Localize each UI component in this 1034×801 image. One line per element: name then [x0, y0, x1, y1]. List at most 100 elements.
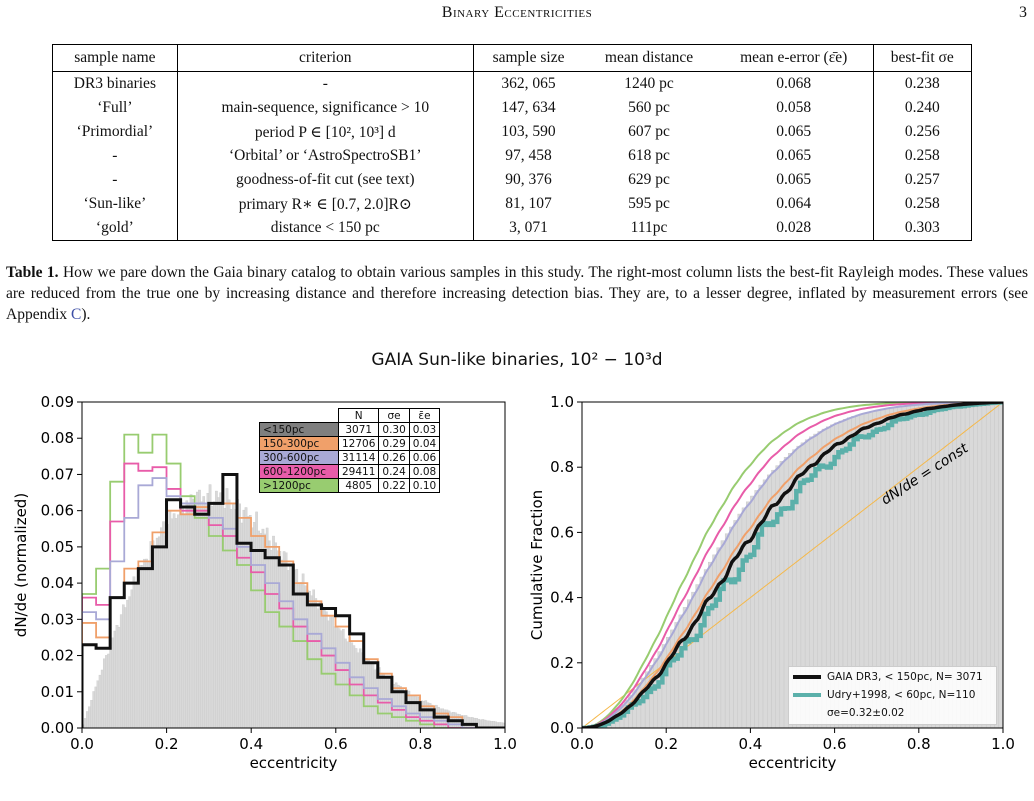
table-cell: 0.240: [873, 96, 972, 120]
hist-series-p150_300: [82, 502, 505, 728]
background-cumulative-bar: [741, 507, 747, 728]
cum-series-p300_600: [582, 402, 1003, 728]
legend-cell: 0.03: [408, 422, 441, 437]
table-cell: 0.064: [714, 192, 874, 216]
hist-y-tick-label: 0.08: [41, 429, 74, 447]
hist-y-tick-label: 0.04: [41, 574, 74, 592]
cum-y-tick-label: 0.6: [550, 523, 574, 541]
table-row: ‘Primordial’ period P ∈ [10², 10³] d 103…: [52, 120, 972, 144]
histogram-legend-table: N σe ε̄e <150pc 3071 0.30 0.03 150-300pc…: [259, 408, 441, 493]
table-row: ‘gold’ distance < 150 pc 3, 071 111pc 0.…: [52, 216, 972, 241]
table-cell: -: [52, 144, 178, 168]
table-header: mean distance: [583, 44, 715, 72]
background-cumulative-bar: [644, 671, 650, 728]
table-row: DR3 binaries - 362, 065 1240 pc 0.068 0.…: [52, 71, 972, 96]
hist-y-tick-label: 0.03: [41, 610, 74, 628]
table-cell: 0.258: [873, 144, 972, 168]
background-cumulative-bar: [678, 614, 684, 728]
hist-x-tick-label: 0.2: [155, 735, 179, 753]
table-cell: 0.303: [873, 216, 972, 241]
background-cumulative-bar: [687, 599, 692, 728]
cum-x-tick-label: 0.2: [654, 735, 678, 753]
table-cell: 560 pc: [628, 99, 670, 116]
hist-y-tick-label: 0.00: [41, 719, 74, 737]
hist-x-tick-label: 0.0: [70, 735, 94, 753]
cumulative-legend: GAIA DR3, < 150pc, N= 3071 Udry+1998, < …: [788, 666, 997, 725]
table-cell: 595 pc: [628, 195, 670, 212]
table-header: best-fit σe: [873, 44, 972, 72]
figure-title: GAIA Sun-like binaries, 10² − 10³d: [371, 350, 663, 370]
legend-swatch: [793, 693, 821, 697]
caption-text: How we pare down the Gaia binary catalog…: [6, 264, 1028, 323]
table-cell: -: [52, 168, 178, 192]
legend-entry-udry: Udry+1998, < 60pc, N=110: [793, 687, 975, 703]
cum-x-tick-label: 0.4: [738, 735, 762, 753]
hist-series-p600_1200: [82, 462, 505, 728]
appendix-link[interactable]: C: [71, 306, 82, 323]
background-cumulative-bar: [657, 651, 663, 728]
table-cell: ‘gold’: [52, 216, 178, 241]
table-cell: 629 pc: [628, 171, 670, 188]
table-cell: 90, 376: [472, 168, 584, 192]
cum-x-tick-label: 1.0: [991, 735, 1015, 753]
table-cell: 97, 458: [472, 144, 584, 168]
hist-y-tick-label: 0.05: [41, 538, 74, 556]
background-cumulative-bar: [745, 501, 751, 728]
table-cell: ‘Orbital’ or ‘AstroSpectroSB1’: [229, 147, 422, 164]
table-cell: 362, 065: [472, 71, 584, 96]
cum-x-axis-label: eccentricity: [749, 754, 837, 772]
table-row: - goodness-of-fit cut (see text) 90, 376…: [52, 168, 972, 192]
table-row: ‘Sun-like’ primary R∗ ∈ [0.7, 2.0]R⊙ 81,…: [52, 192, 972, 216]
cum-x-tick-label: 0.8: [907, 735, 931, 753]
legend-cell: 0.30: [378, 422, 410, 437]
table-cell: 0.238: [873, 71, 972, 96]
table-cell: 147, 634: [472, 96, 584, 120]
table-header-row: sample name criterion sample size mean d…: [52, 44, 972, 72]
legend-cell: 29411: [337, 464, 380, 479]
cum-series-gold: [582, 402, 1003, 728]
table-cell: ‘Full’: [52, 96, 178, 120]
caption-text-end: ).: [81, 306, 91, 323]
hist-series-gt1200: [82, 433, 505, 728]
table-cell: distance < 150 pc: [177, 216, 474, 241]
table-cell: 0.068: [714, 71, 874, 96]
table-cell: 3, 071: [472, 216, 584, 241]
hist-series-p300_600: [82, 477, 505, 728]
background-cumulative-bar: [682, 607, 688, 728]
background-cumulative-bar: [998, 402, 1003, 728]
table-cell: 1240 pc: [624, 75, 674, 92]
table-cell: goodness-of-fit cut (see text): [235, 171, 415, 188]
page-number: 3: [1019, 4, 1027, 21]
cum-y-tick-label: 1.0: [550, 393, 574, 411]
legend-text: Udry+1998, < 60pc, N=110: [827, 689, 976, 701]
hist-frame: [81, 401, 506, 729]
hist-x-axis-label: eccentricity: [250, 754, 338, 772]
table-cell: -: [322, 75, 328, 92]
table-caption: Table 1. How we pare down the Gaia binar…: [6, 262, 1028, 325]
background-cumulative-bar: [670, 629, 675, 728]
table-cell: 0.058: [714, 96, 874, 120]
hist-y-tick-label: 0.06: [41, 502, 74, 520]
legend-header: N: [337, 408, 380, 423]
legend-cell: 31114: [337, 450, 380, 465]
legend-cell: 4805: [337, 478, 380, 493]
legend-label: 600-1200pc: [259, 464, 339, 479]
cum-y-tick-label: 0.8: [550, 458, 574, 476]
legend-cell: 0.29: [378, 436, 410, 451]
hist-x-tick-label: 0.8: [408, 735, 432, 753]
table-cell: period P ∈ [10², 10³] d: [254, 123, 396, 141]
caption-label: Table 1.: [6, 264, 59, 281]
table-cell: 103, 590: [472, 120, 584, 144]
hist-y-tick-label: 0.01: [41, 683, 74, 701]
legend-label: >1200pc: [259, 478, 339, 493]
background-cumulative-bar: [771, 469, 776, 728]
hist-series-gold: [82, 472, 505, 728]
table-header: mean e-error (ε̄e): [714, 44, 874, 72]
background-cumulative-bar: [666, 637, 671, 728]
cum-x-tick-label: 0.6: [823, 735, 847, 753]
cum-y-tick-label: 0.4: [550, 589, 574, 607]
cum-y-tick-label: 0.2: [550, 654, 574, 672]
cum-y-tick-label: 0.0: [550, 719, 574, 737]
table-cell: main-sequence, significance > 10: [221, 99, 430, 116]
table-cell: 0.065: [714, 168, 874, 192]
